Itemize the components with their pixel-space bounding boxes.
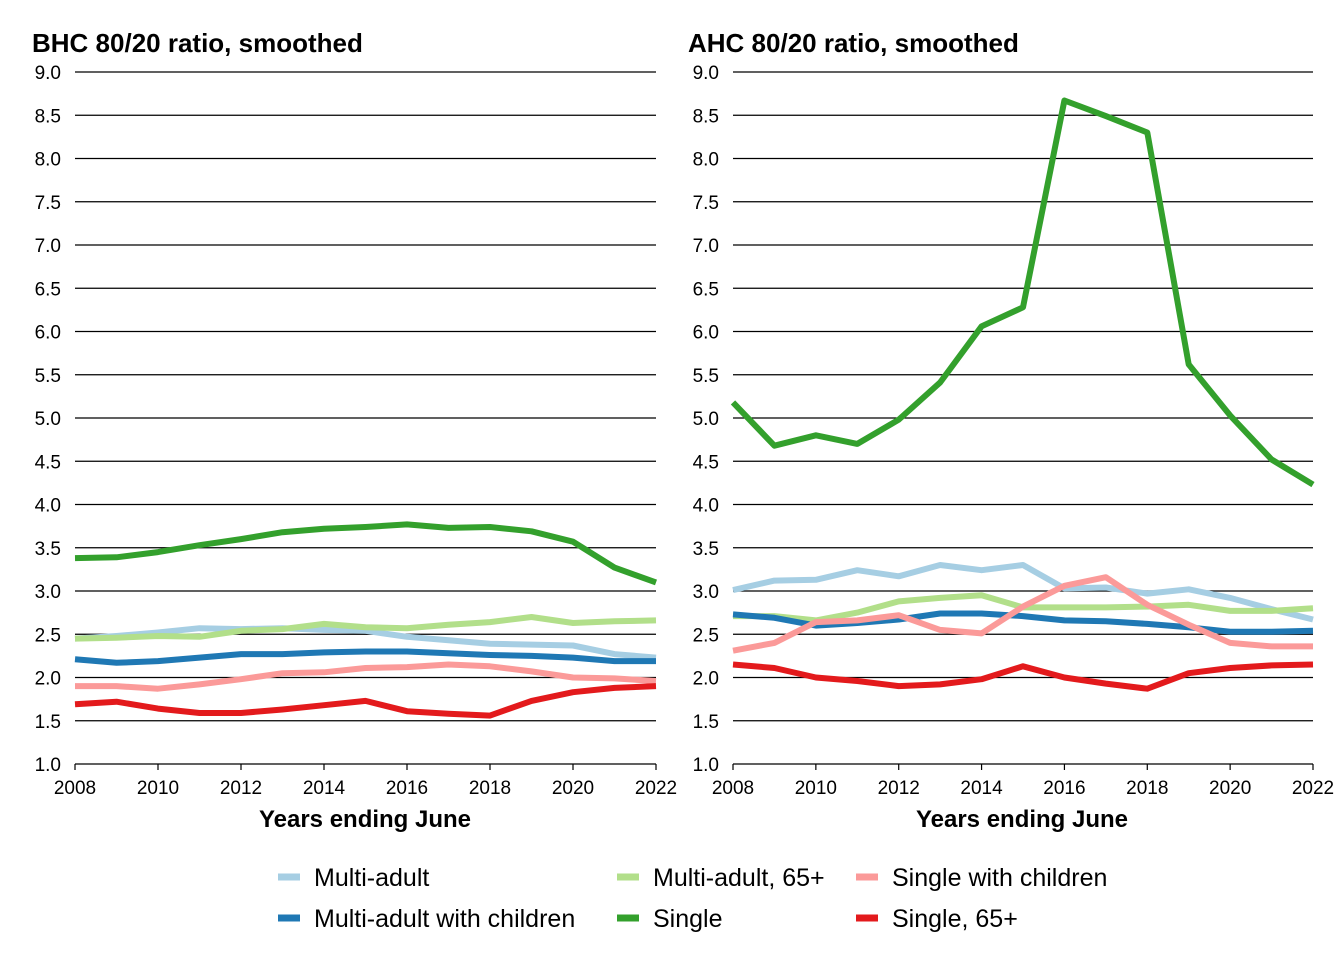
- bhc-y-tick-label: 1.5: [35, 712, 61, 733]
- bhc-y-tick-label: 1.0: [35, 755, 61, 776]
- bhc-series-single-with-children: [75, 661, 657, 692]
- ahc-panel-title: AHC 80/20 ratio, smoothed: [688, 28, 1019, 58]
- bhc-y-tick-label: 4.0: [35, 496, 61, 517]
- bhc-y-tick-label: 7.5: [35, 193, 61, 214]
- ahc-y-tick-label: 2.5: [693, 625, 719, 646]
- ahc-y-tick-label: 6.0: [693, 323, 719, 344]
- ahc-y-tick-label: 5.5: [693, 366, 719, 387]
- bhc-series-multi-adult-65: [74, 614, 657, 642]
- bhc-y-tick-label: 6.0: [35, 323, 61, 344]
- ahc-y-tick-label: 1.5: [693, 712, 719, 733]
- ahc-x-tick-label: 2022: [1292, 778, 1334, 799]
- legend-label-single-with-children: Single with children: [892, 864, 1107, 892]
- bhc-y-tick-label: 9.0: [35, 63, 61, 84]
- ahc-y-tick-label: 1.0: [693, 755, 719, 776]
- ahc-y-tick-label: 3.0: [693, 582, 719, 603]
- ahc-x-tick-label: 2014: [960, 778, 1003, 799]
- ahc-y-tick-label: 7.5: [693, 193, 719, 214]
- bhc-series-single: [74, 521, 658, 586]
- ahc-series-multi-adult-with-children: [732, 610, 1314, 635]
- ahc-y-tick-label: 3.5: [693, 539, 719, 560]
- ahc-x-axis-title: Years ending June: [916, 806, 1128, 833]
- bhc-y-tick-label: 5.5: [35, 366, 61, 387]
- bhc-y-tick-label: 4.5: [35, 452, 61, 473]
- bhc-y-tick-label: 3.5: [35, 539, 61, 560]
- ahc-series-single: [730, 97, 1315, 488]
- bhc-y-tick-label: 2.5: [35, 625, 61, 646]
- ahc-series: [730, 97, 1315, 692]
- ahc-series-multi-adult: [732, 562, 1314, 623]
- ahc-y-tick-label: 2.0: [693, 669, 719, 690]
- bhc-y-tick-label: 2.0: [35, 669, 61, 690]
- ahc-x-tick-label: 2016: [1043, 778, 1085, 799]
- ahc-y-tick-label: 8.0: [693, 150, 719, 171]
- bhc-gridlines: [75, 71, 656, 722]
- bhc-series-single-65: [74, 683, 657, 719]
- bhc-series: [74, 521, 658, 719]
- ahc-panel: AHC 80/20 ratio, smoothed 1.0 1.5 2.0 2.5 3.…: [688, 28, 1334, 833]
- bhc-y-tick-label: 8.5: [35, 106, 61, 127]
- ahc-series-single-with-children: [732, 574, 1313, 654]
- bhc-y-tick-label: 3.0: [35, 582, 61, 603]
- ahc-x-tick-label: 2020: [1209, 778, 1251, 799]
- ahc-x-tick-label: 2012: [878, 778, 920, 799]
- legend: Multi-adult Multi-adult, 65+ Single with c…: [278, 864, 1107, 933]
- bhc-x-tick-label: 2022: [635, 778, 677, 799]
- bhc-panel: BHC 80/20 ratio, smoothed 1.0 1.5 2.0 2.5 3.…: [32, 28, 677, 833]
- ahc-y-axis: 1.0 1.5 2.0 2.5 3.0 3.5 4.0 4.5 5.0 5.5 6.0 6.5 7.0 7…: [693, 63, 719, 776]
- ahc-x-tick-label: 2018: [1126, 778, 1168, 799]
- ahc-y-tick-label: 5.0: [693, 409, 719, 430]
- ahc-x-tick-label: 2010: [795, 778, 837, 799]
- ahc-gridlines: [733, 71, 1313, 722]
- bhc-x-tick-label: 2016: [386, 778, 428, 799]
- ahc-x-tick-label: 2008: [712, 778, 754, 799]
- ahc-y-tick-label: 8.5: [693, 106, 719, 127]
- legend-label-multi-adult: Multi-adult: [314, 864, 429, 892]
- bhc-x-tick-label: 2014: [303, 778, 346, 799]
- ahc-series-single-65: [732, 661, 1314, 692]
- legend-label-single-65: Single, 65+: [892, 905, 1018, 933]
- bhc-x-tick-label: 2018: [469, 778, 511, 799]
- bhc-y-tick-label: 7.0: [35, 236, 61, 257]
- ahc-y-tick-label: 4.5: [693, 452, 719, 473]
- legend-label-multi-adult-with-children: Multi-adult with children: [314, 905, 575, 933]
- bhc-x-axis: 2008 2010 2012 2014 2016 2018 2020 2022: [54, 763, 677, 799]
- ahc-y-tick-label: 4.0: [693, 496, 719, 517]
- bhc-y-tick-label: 8.0: [35, 150, 61, 171]
- bhc-y-tick-label: 6.5: [35, 279, 61, 300]
- legend-label-single: Single: [653, 905, 723, 933]
- ahc-y-tick-label: 9.0: [693, 63, 719, 84]
- bhc-x-tick-label: 2020: [552, 778, 594, 799]
- bhc-x-tick-label: 2010: [137, 778, 179, 799]
- ahc-x-axis: 2008 2010 2012 2014 2016 2018 2020 2022: [712, 763, 1334, 799]
- ahc-y-tick-label: 6.5: [693, 279, 719, 300]
- bhc-panel-title: BHC 80/20 ratio, smoothed: [32, 28, 363, 58]
- bhc-y-tick-label: 5.0: [35, 409, 61, 430]
- legend-label-multi-adult-65: Multi-adult, 65+: [653, 864, 825, 892]
- bhc-x-tick-label: 2012: [220, 778, 262, 799]
- bhc-x-axis-title: Years ending June: [259, 806, 471, 833]
- ahc-y-tick-label: 7.0: [693, 236, 719, 257]
- bhc-series-multi-adult: [74, 625, 657, 661]
- bhc-y-axis: 1.0 1.5 2.0 2.5 3.0 3.5 4.0 4.5 5.0 5.5 6.0 6.5 7.0 7…: [35, 63, 61, 776]
- bhc-x-tick-label: 2008: [54, 778, 96, 799]
- bhc-series-multi-adult-with-children: [74, 648, 656, 666]
